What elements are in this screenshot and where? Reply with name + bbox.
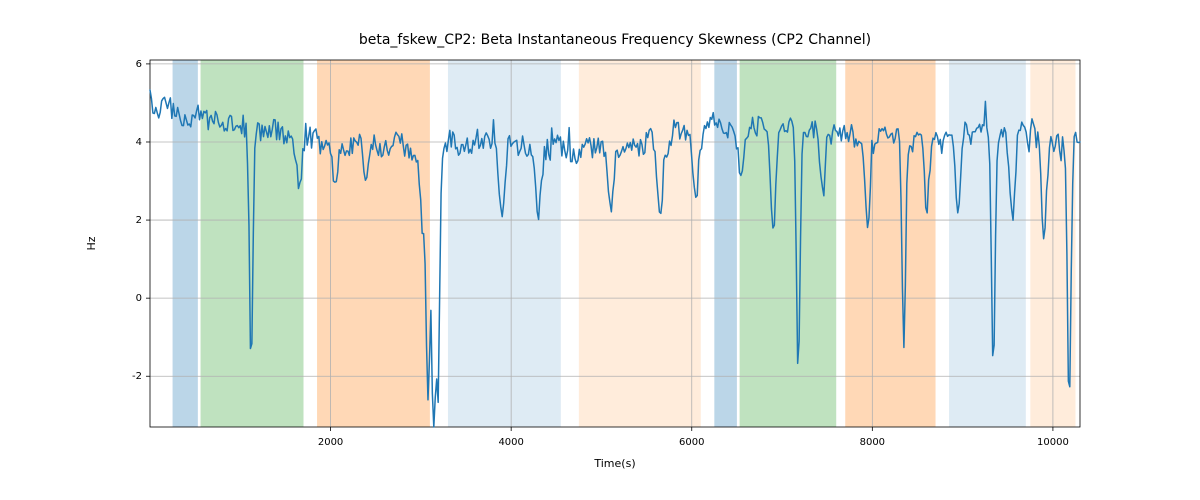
chart-svg: 2000 4000 6000 8000 10000 -2 0 2 4 6 beta_fskew_… [0,0,1200,500]
region-band [201,60,304,427]
region-band [740,60,837,427]
chart-title: beta_fskew_CP2: Beta Instantaneous Frequ… [359,32,871,48]
region-band [845,60,935,427]
x-tick-label: 2000 [318,437,343,448]
chart-container: 2000 4000 6000 8000 10000 -2 0 2 4 6 beta_fskew_… [0,0,1200,500]
y-ticks: -2 0 2 4 6 [132,59,150,382]
y-tick-label: 0 [136,293,142,304]
y-tick-label: -2 [132,371,142,382]
region-band [579,60,701,427]
x-ticks: 2000 4000 6000 8000 10000 [318,427,1069,448]
background-regions [173,60,1076,427]
x-tick-label: 4000 [498,437,523,448]
region-band [317,60,430,427]
region-band [714,60,737,427]
y-tick-label: 4 [136,137,142,148]
x-tick-label: 6000 [679,437,704,448]
x-axis-label: Time(s) [593,457,635,470]
region-band [448,60,561,427]
y-axis-label: Hz [85,236,98,250]
x-tick-label: 10000 [1037,437,1069,448]
x-tick-label: 8000 [860,437,885,448]
region-band [949,60,1026,427]
y-tick-label: 2 [136,215,142,226]
y-tick-label: 6 [136,59,142,70]
